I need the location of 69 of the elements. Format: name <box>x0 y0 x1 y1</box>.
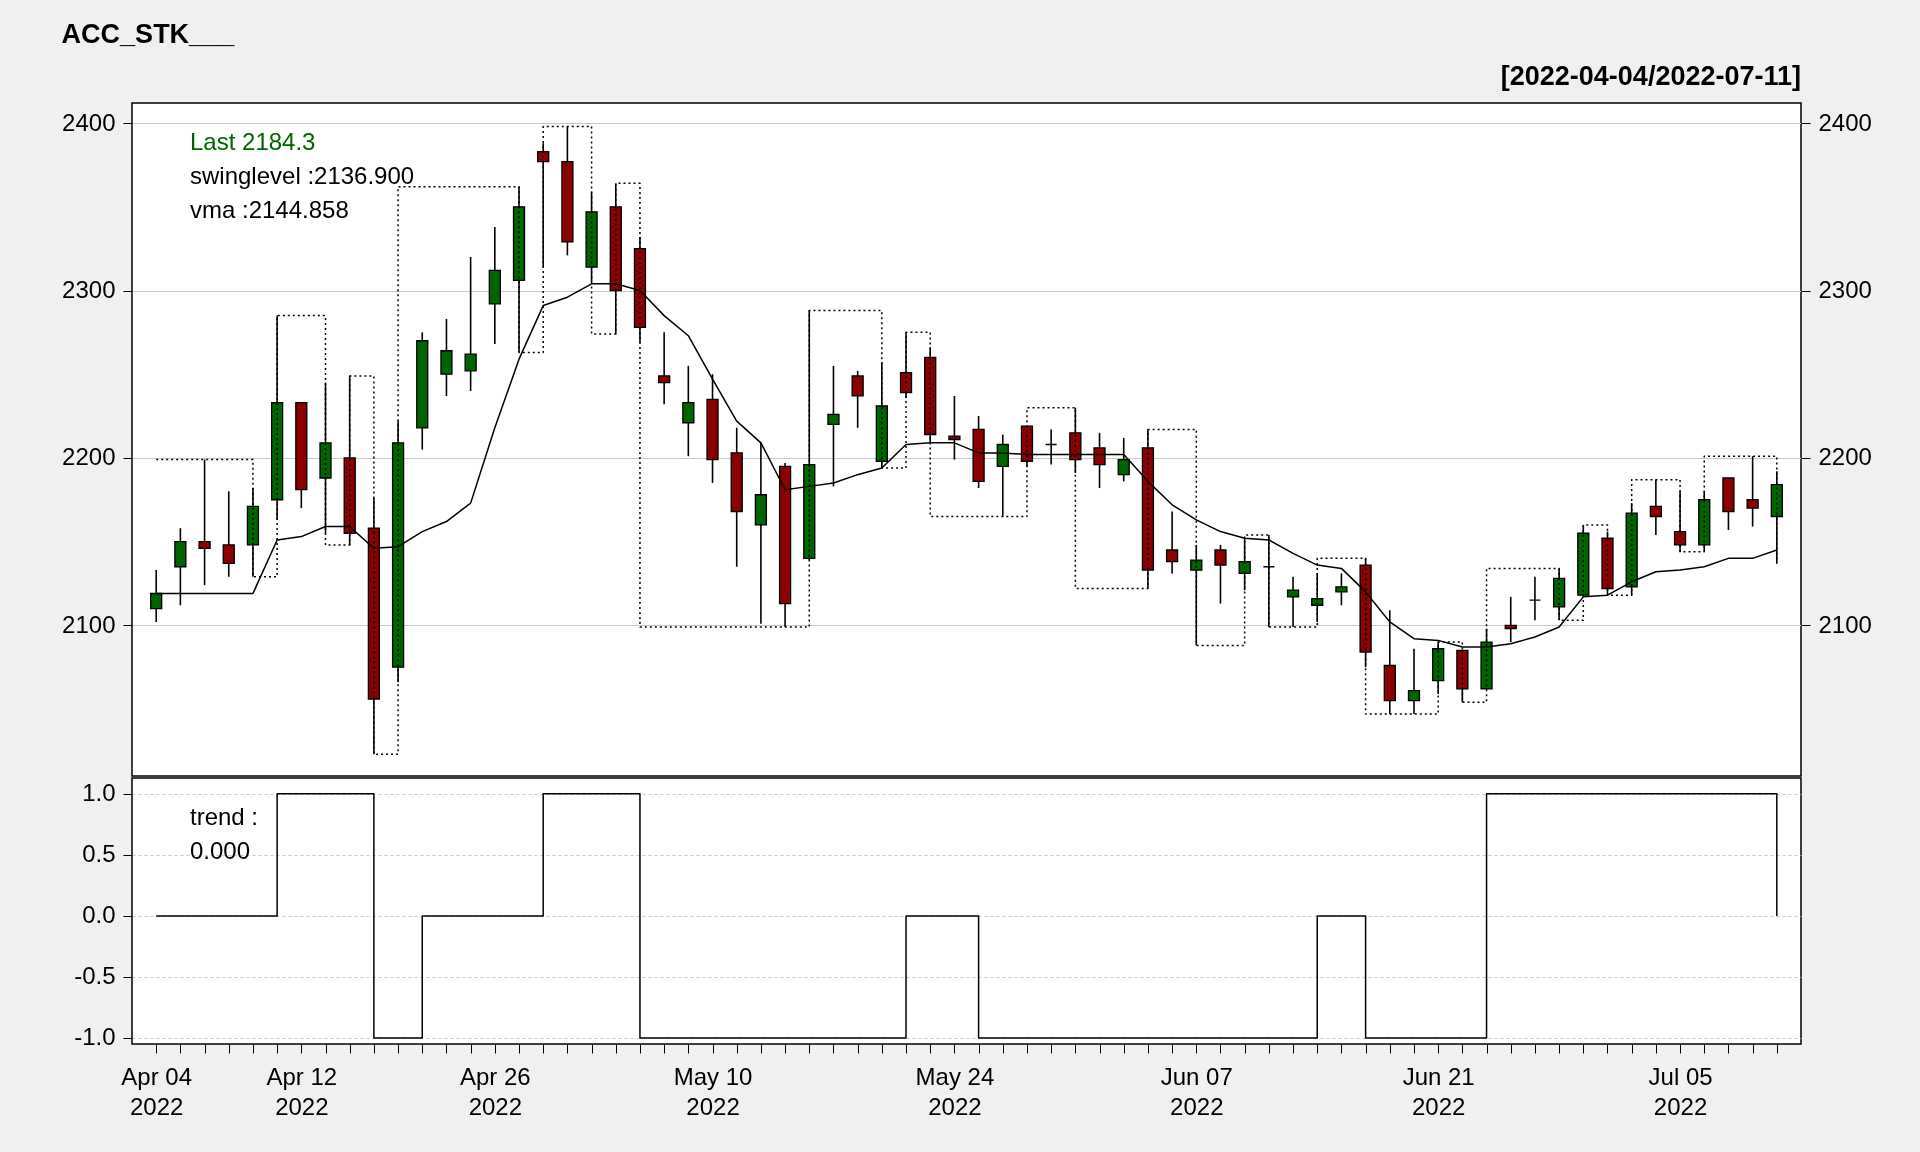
y-tick-label: -0.5 <box>74 962 116 990</box>
x-tick-label: May 10 2022 <box>673 1062 753 1120</box>
candlestick <box>1746 455 1759 528</box>
chart-title: ACC_STK___ <box>61 19 236 49</box>
candlestick <box>899 331 913 399</box>
candlestick <box>222 490 235 578</box>
candlestick <box>996 433 1009 518</box>
candlestick <box>1335 572 1348 607</box>
candlestick <box>1286 575 1300 628</box>
chart-subtitle: [2022-04-04/2022-07-11] <box>1500 61 1801 91</box>
candlestick <box>1577 524 1590 598</box>
y2-tick-label: 2300 <box>1818 276 1872 303</box>
y-tick-label: 1.0 <box>82 779 116 807</box>
candlestick <box>343 375 356 546</box>
candlestick <box>1601 530 1614 596</box>
candlestick <box>1093 432 1106 489</box>
candlestick <box>682 365 695 458</box>
x-tick-label: Jun 21 2022 <box>1402 1062 1475 1120</box>
candlestick <box>1407 647 1421 715</box>
y-tick-label: -1.0 <box>74 1023 116 1051</box>
candlestick <box>1625 502 1638 596</box>
x-tick-label: Jul 05 2022 <box>1648 1062 1713 1120</box>
y2-tick-label: 2400 <box>1818 108 1872 136</box>
candlestick <box>803 309 816 561</box>
x-tick-label: May 24 2022 <box>915 1062 995 1120</box>
candlestick <box>1698 490 1711 553</box>
candlestick <box>1649 478 1663 536</box>
annotation: swinglevel :2136.900 <box>190 162 415 189</box>
y-tick-label: 2400 <box>62 108 116 136</box>
y2-tick-label: 2100 <box>1818 610 1872 638</box>
y-tick-label: 0.5 <box>82 840 116 868</box>
candlestick <box>1045 428 1058 466</box>
candlestick <box>1238 537 1251 591</box>
candlestick <box>1528 575 1542 622</box>
candlestick <box>1190 544 1203 647</box>
candlestick <box>1311 572 1324 623</box>
candlestick <box>512 185 526 354</box>
y-tick-label: 2300 <box>62 276 116 303</box>
annotation: trend : <box>190 803 259 830</box>
y-tick-label: 0.0 <box>82 901 116 929</box>
x-tick-label: Apr 12 2022 <box>266 1062 338 1120</box>
candlestick <box>657 331 671 406</box>
annotation: Last 2184.3 <box>190 128 316 155</box>
candlestick <box>198 458 211 586</box>
candlestick <box>827 365 840 488</box>
candlestick <box>1069 406 1082 474</box>
x-tick-label: Jun 07 2022 <box>1160 1062 1233 1120</box>
candlestick <box>246 487 260 578</box>
candlestick <box>1165 510 1179 575</box>
y-tick-label: 2200 <box>62 443 116 471</box>
candlestick <box>1214 544 1227 605</box>
x-tick-label: Apr 04 2022 <box>121 1062 193 1120</box>
candlestick <box>270 314 284 521</box>
y-tick-label: 2100 <box>62 610 116 638</box>
candlestick <box>1117 437 1130 483</box>
candlestick <box>875 361 888 469</box>
candlestick <box>851 370 864 429</box>
candlestick <box>924 346 937 444</box>
candlestick <box>1673 490 1687 553</box>
annotation: vma :2144.858 <box>190 196 349 223</box>
candlestick <box>1141 428 1155 590</box>
x-tick-label: Apr 26 2022 <box>459 1062 531 1120</box>
candlestick <box>440 318 453 397</box>
candlestick <box>948 395 961 461</box>
candlestick <box>1262 534 1276 628</box>
annotation: 0.000 <box>190 837 251 864</box>
y2-tick-label: 2200 <box>1818 443 1872 471</box>
candlestick <box>1456 649 1469 704</box>
candlestick <box>464 256 477 392</box>
